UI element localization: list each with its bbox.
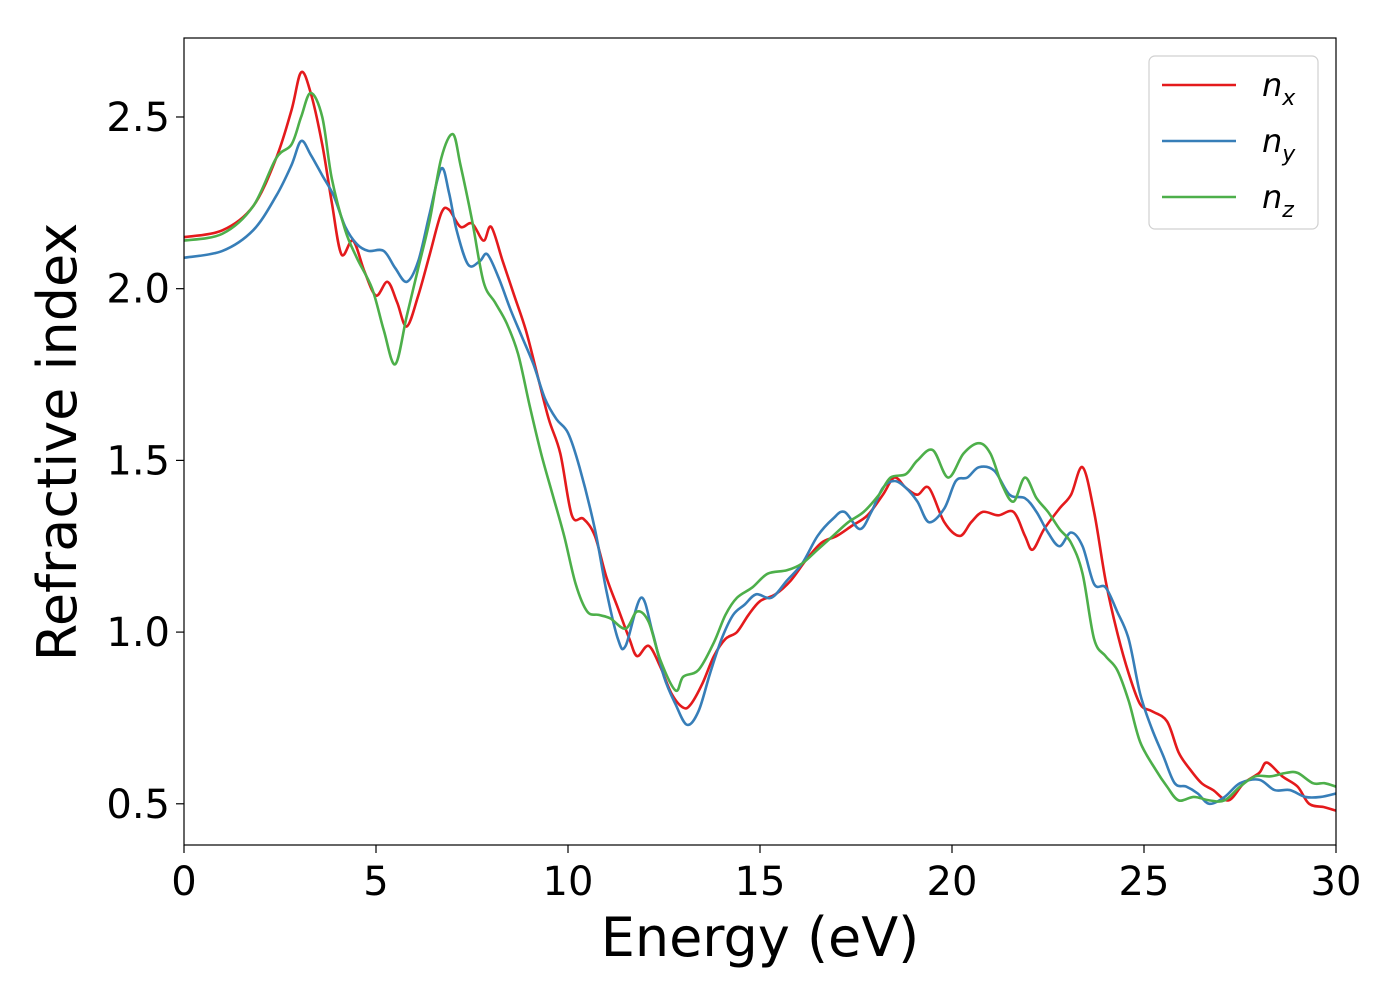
x-tick-label: 15 xyxy=(735,859,786,905)
x-axis-ticks: 0 5 10 15 20 25 30 xyxy=(171,845,1361,905)
x-tick-label: 5 xyxy=(363,859,388,905)
legend-label-ny: ny xyxy=(1262,122,1296,167)
legend-box xyxy=(1148,55,1319,230)
y-tick-label: 2.0 xyxy=(106,267,170,313)
y-axis-label: Refractive index xyxy=(26,223,89,662)
series-layer xyxy=(184,70,1336,812)
y-tick-label: 1.0 xyxy=(106,610,170,656)
legend-label-nz: nz xyxy=(1262,178,1294,223)
x-tick-label: 10 xyxy=(543,859,594,905)
x-tick-label: 20 xyxy=(927,859,978,905)
series-line-ny xyxy=(184,139,1336,806)
y-axis-ticks: 0.5 1.0 1.5 2.0 2.5 xyxy=(106,95,184,828)
x-tick-label: 30 xyxy=(1311,859,1362,905)
y-tick-label: 0.5 xyxy=(106,782,170,828)
legend: nx ny nz xyxy=(1148,55,1319,230)
x-tick-label: 25 xyxy=(1119,859,1170,905)
x-tick-label: 0 xyxy=(171,859,196,905)
legend-label-nx: nx xyxy=(1262,66,1296,111)
series-line-nz xyxy=(184,91,1336,803)
y-tick-label: 1.5 xyxy=(106,438,170,484)
series-line-nx xyxy=(184,70,1336,812)
x-axis-label: Energy (eV) xyxy=(601,906,920,969)
y-tick-label: 2.5 xyxy=(106,95,170,141)
